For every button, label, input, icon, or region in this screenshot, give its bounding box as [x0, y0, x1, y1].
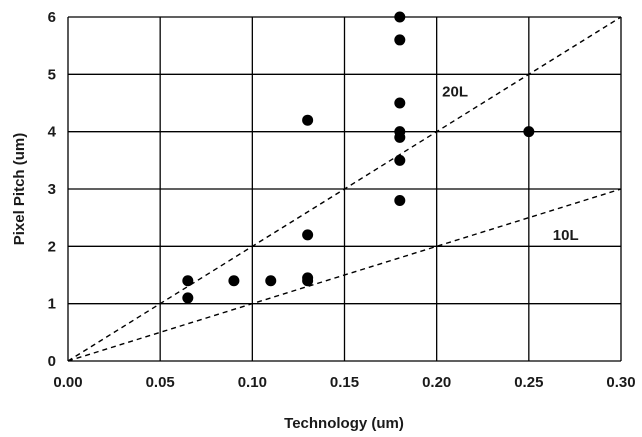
x-tick-labels: 0.00 0.05 0.10 0.15 0.20 0.25 0.30 — [53, 374, 635, 391]
y-tick-label: 2 — [48, 238, 56, 255]
x-tick-label: 0.00 — [53, 374, 82, 391]
data-point-5 — [302, 229, 314, 241]
data-point-10 — [394, 97, 406, 109]
x-tick-label: 0.30 — [606, 374, 635, 391]
x-tick-label: 0.10 — [238, 374, 267, 391]
x-tick-label: 0.25 — [514, 374, 543, 391]
data-point-7 — [302, 275, 314, 287]
data-point-0 — [182, 275, 194, 287]
data-point-3 — [265, 275, 277, 287]
data-point-4 — [302, 114, 314, 126]
line-annotations: 20L 10L — [442, 84, 578, 244]
x-tick-label: 0.05 — [146, 374, 175, 391]
y-axis-title: Pixel Pitch (um) — [11, 133, 28, 246]
data-point-1 — [182, 292, 194, 304]
x-axis-title: Technology (um) — [284, 415, 404, 432]
annotation-10L: 10L — [553, 227, 579, 244]
data-point-9 — [394, 34, 406, 46]
reference-line-10L — [67, 188, 622, 362]
y-tick-labels: 0 1 2 3 4 5 6 — [48, 9, 57, 370]
annotation-20L: 20L — [442, 84, 468, 101]
x-tick-label: 0.15 — [330, 374, 359, 391]
y-tick-label: 6 — [48, 9, 56, 26]
y-tick-label: 3 — [48, 181, 56, 198]
y-tick-label: 5 — [48, 66, 56, 83]
data-point-12 — [394, 131, 406, 143]
reference-lines — [67, 16, 622, 362]
data-point-15 — [523, 126, 535, 138]
data-point-14 — [394, 194, 406, 206]
reference-line-20L — [67, 16, 622, 362]
data-point-2 — [228, 275, 240, 287]
data-points — [182, 11, 535, 304]
data-point-13 — [394, 154, 406, 166]
y-tick-label: 0 — [48, 353, 56, 370]
y-tick-label: 1 — [48, 296, 56, 313]
y-tick-label: 4 — [48, 124, 57, 141]
data-point-8 — [394, 11, 406, 23]
x-tick-label: 0.20 — [422, 374, 451, 391]
